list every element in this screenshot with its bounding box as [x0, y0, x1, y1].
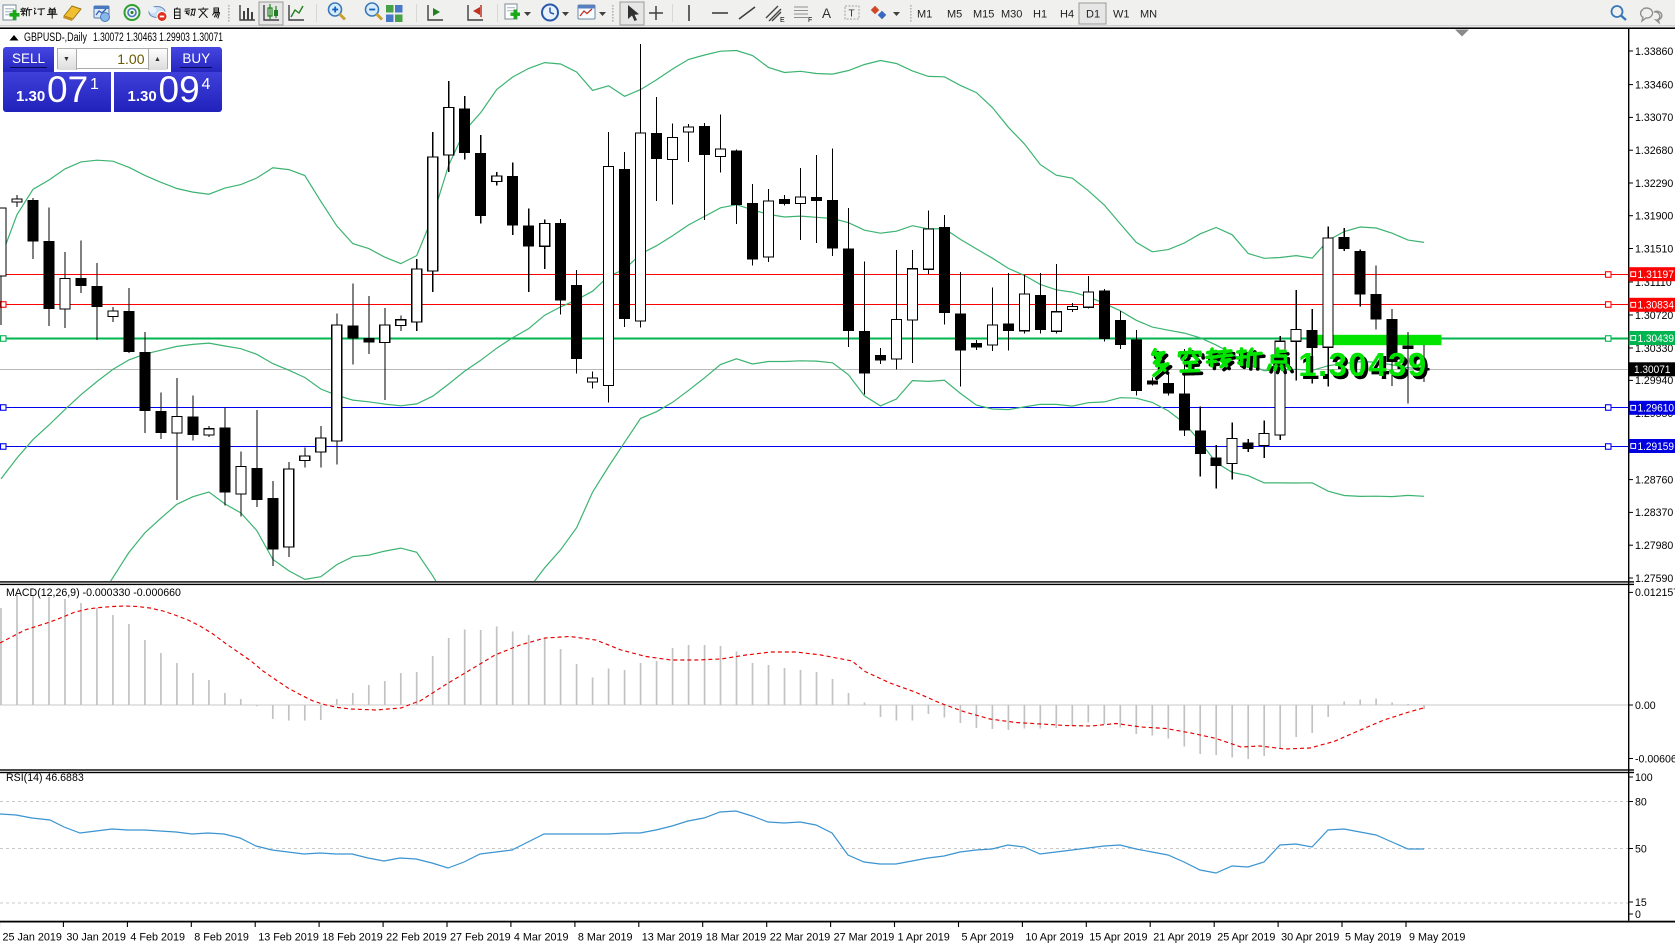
svg-text:1 Apr 2019: 1 Apr 2019	[898, 932, 950, 944]
svg-text:F: F	[808, 17, 812, 24]
svg-text:27 Feb 2019: 27 Feb 2019	[450, 932, 511, 944]
svg-text:M15: M15	[973, 9, 994, 21]
svg-text:T: T	[849, 9, 855, 20]
svg-text:MACD(12,26,9) -0.000330 -0.000: MACD(12,26,9) -0.000330 -0.000660	[6, 587, 181, 599]
svg-text:H4: H4	[1060, 9, 1074, 21]
svg-text:27 Mar 2019: 27 Mar 2019	[834, 932, 895, 944]
svg-text:1.27590: 1.27590	[1635, 573, 1673, 585]
svg-text:13 Feb 2019: 13 Feb 2019	[258, 932, 319, 944]
svg-text:1.29159: 1.29159	[1638, 441, 1675, 453]
svg-text:1.30072 1.30463 1.29903 1.3007: 1.30072 1.30463 1.29903 1.30071	[93, 32, 223, 44]
svg-text:4 Feb 2019: 4 Feb 2019	[130, 932, 185, 944]
svg-text:80: 80	[1635, 796, 1647, 808]
svg-text:0.012157: 0.012157	[1635, 587, 1675, 599]
svg-text:21 Apr 2019: 21 Apr 2019	[1153, 932, 1211, 944]
svg-text:25 Apr 2019: 25 Apr 2019	[1217, 932, 1275, 944]
svg-text:1.30071: 1.30071	[1634, 364, 1671, 376]
svg-text:13 Mar 2019: 13 Mar 2019	[642, 932, 703, 944]
svg-text:30 Jan 2019: 30 Jan 2019	[66, 932, 125, 944]
svg-text:8 Feb 2019: 8 Feb 2019	[194, 932, 249, 944]
svg-text:15: 15	[1635, 897, 1647, 909]
svg-text:D1: D1	[1086, 9, 1100, 21]
svg-text:1.28370: 1.28370	[1635, 507, 1673, 519]
svg-text:1.30330: 1.30330	[1635, 343, 1673, 355]
svg-text:1.30439: 1.30439	[1638, 333, 1675, 345]
svg-text:RSI(14) 46.6883: RSI(14) 46.6883	[6, 772, 84, 784]
svg-text:15 Apr 2019: 15 Apr 2019	[1089, 932, 1147, 944]
svg-text:GBPUSD-,Daily: GBPUSD-,Daily	[24, 32, 87, 44]
svg-text:M1: M1	[917, 9, 932, 21]
svg-text:1.27980: 1.27980	[1635, 540, 1673, 552]
svg-text:1.33860: 1.33860	[1635, 46, 1673, 58]
svg-text:0: 0	[1635, 909, 1641, 921]
svg-text:MN: MN	[1140, 9, 1157, 21]
svg-text:W1: W1	[1113, 9, 1130, 21]
svg-text:M5: M5	[947, 9, 962, 21]
svg-text:100: 100	[1635, 772, 1653, 784]
svg-text:22 Feb 2019: 22 Feb 2019	[386, 932, 447, 944]
svg-text:18 Feb 2019: 18 Feb 2019	[322, 932, 383, 944]
svg-text:0.00: 0.00	[1635, 700, 1656, 712]
svg-text:H1: H1	[1033, 9, 1047, 21]
svg-text:1.31510: 1.31510	[1635, 243, 1673, 255]
svg-text:30 Apr 2019: 30 Apr 2019	[1281, 932, 1339, 944]
svg-text:A: A	[822, 6, 831, 21]
svg-text:1.30834: 1.30834	[1638, 300, 1675, 312]
svg-text:1.31197: 1.31197	[1638, 269, 1675, 281]
svg-text:25 Jan 2019: 25 Jan 2019	[3, 932, 62, 944]
svg-text:1.30720: 1.30720	[1635, 310, 1673, 322]
svg-text:M30: M30	[1001, 9, 1022, 21]
svg-text:18 Mar 2019: 18 Mar 2019	[706, 932, 767, 944]
svg-text:5 May 2019: 5 May 2019	[1345, 932, 1401, 944]
svg-text:1.29610: 1.29610	[1638, 403, 1675, 415]
svg-text:1.30439: 1.30439	[1298, 346, 1426, 383]
svg-text:5 Apr 2019: 5 Apr 2019	[962, 932, 1014, 944]
svg-text:-0.006064: -0.006064	[1635, 753, 1675, 765]
svg-text:1.29940: 1.29940	[1635, 375, 1673, 387]
svg-text:22 Mar 2019: 22 Mar 2019	[770, 932, 831, 944]
svg-text:1.32290: 1.32290	[1635, 178, 1673, 190]
svg-text:8 Mar 2019: 8 Mar 2019	[578, 932, 633, 944]
svg-text:1.33460: 1.33460	[1635, 79, 1673, 91]
svg-text:1.32680: 1.32680	[1635, 145, 1673, 157]
svg-text:9 May 2019: 9 May 2019	[1409, 932, 1465, 944]
svg-text:1.30439: 1.30439	[1301, 349, 1429, 386]
svg-text:E: E	[780, 17, 785, 24]
svg-text:1.31900: 1.31900	[1635, 211, 1673, 223]
svg-text:1.28760: 1.28760	[1635, 474, 1673, 486]
svg-text:50: 50	[1635, 843, 1647, 855]
svg-text:4 Mar 2019: 4 Mar 2019	[514, 932, 569, 944]
svg-text:10 Apr 2019: 10 Apr 2019	[1025, 932, 1083, 944]
svg-text:1.33070: 1.33070	[1635, 112, 1673, 124]
